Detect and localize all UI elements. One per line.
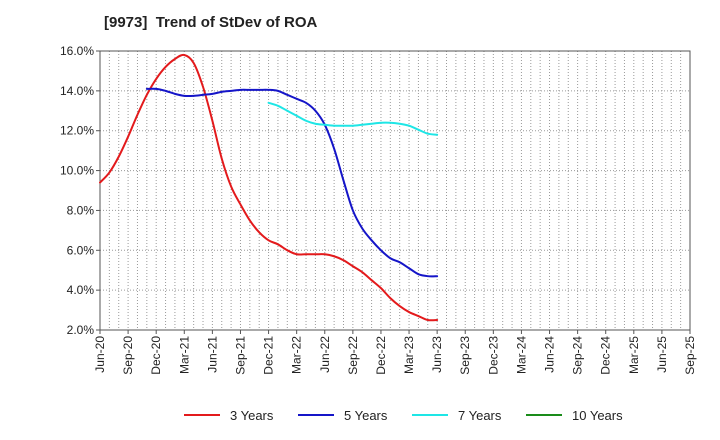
y-tick-label: 6.0% [67,243,95,257]
x-tick-label: Sep-21 [233,336,247,375]
y-tick-label: 8.0% [67,203,95,217]
series-line-3-years [99,53,439,322]
plot-area-frame [99,50,691,331]
x-tick-label: Jun-21 [205,336,219,373]
legend-label-5-years: 5 Years [344,407,388,423]
legend-label-7-years: 7 Years [458,407,502,423]
legend-swatch-5-years [298,414,334,416]
x-tick-label: Mar-22 [290,336,304,374]
x-tick-label: Jun-22 [318,336,332,373]
legend-swatch-3-years [184,414,220,416]
legend: 3 Years 5 Years 7 Years 10 Years [0,404,720,426]
series-line-7-years [267,101,439,136]
x-tick-label: Sep-23 [458,336,472,375]
line-chart: 2.0% 4.0% 6.0% 8.0% 10.0% 12.0% 14.0% 16.0% Jun-… [60,44,697,375]
x-tick-label: Dec-23 [486,336,500,375]
x-tick-label: Jun-25 [655,336,669,373]
y-tick-label: 14.0% [60,84,94,98]
y-tick-label: 10.0% [60,164,94,178]
legend-label-3-years: 3 Years [230,407,274,423]
chart-title: [9973] Trend of StDev of ROA [104,14,318,31]
x-tick-label: Mar-21 [177,336,191,374]
x-tick-label: Dec-20 [149,336,163,375]
y-tick-label: 12.0% [60,124,94,138]
legend-item-7-years: 7 Years [412,404,501,426]
legend-swatch-7-years [412,414,448,416]
x-tick-label: Mar-23 [402,336,416,374]
x-tick-label: Jun-23 [430,336,444,373]
y-tick-label: 16.0% [60,44,94,58]
x-tick-label: Mar-25 [627,336,641,374]
y-tick-label: 2.0% [67,323,95,337]
x-tick-label: Sep-22 [346,336,360,375]
x-tick-label: Jun-24 [543,336,557,373]
x-tick-label: Mar-24 [514,336,528,374]
y-tick-label: 4.0% [67,283,95,297]
legend-item-3-years: 3 Years [184,404,273,426]
legend-label-10-years: 10 Years [572,407,623,423]
x-tick-label: Dec-21 [262,336,276,375]
legend-swatch-10-years [526,414,562,416]
x-tick-label: Jun-20 [93,336,107,373]
legend-item-5-years: 5 Years [298,404,387,426]
series-line-5-years [145,87,439,278]
x-tick-label: Sep-24 [571,336,585,375]
x-tick-label: Sep-25 [683,336,697,375]
legend-item-10-years: 10 Years [526,404,623,426]
x-tick-label: Dec-24 [599,336,613,375]
x-tick-label: Dec-22 [374,336,388,375]
x-tick-label: Sep-20 [121,336,135,375]
